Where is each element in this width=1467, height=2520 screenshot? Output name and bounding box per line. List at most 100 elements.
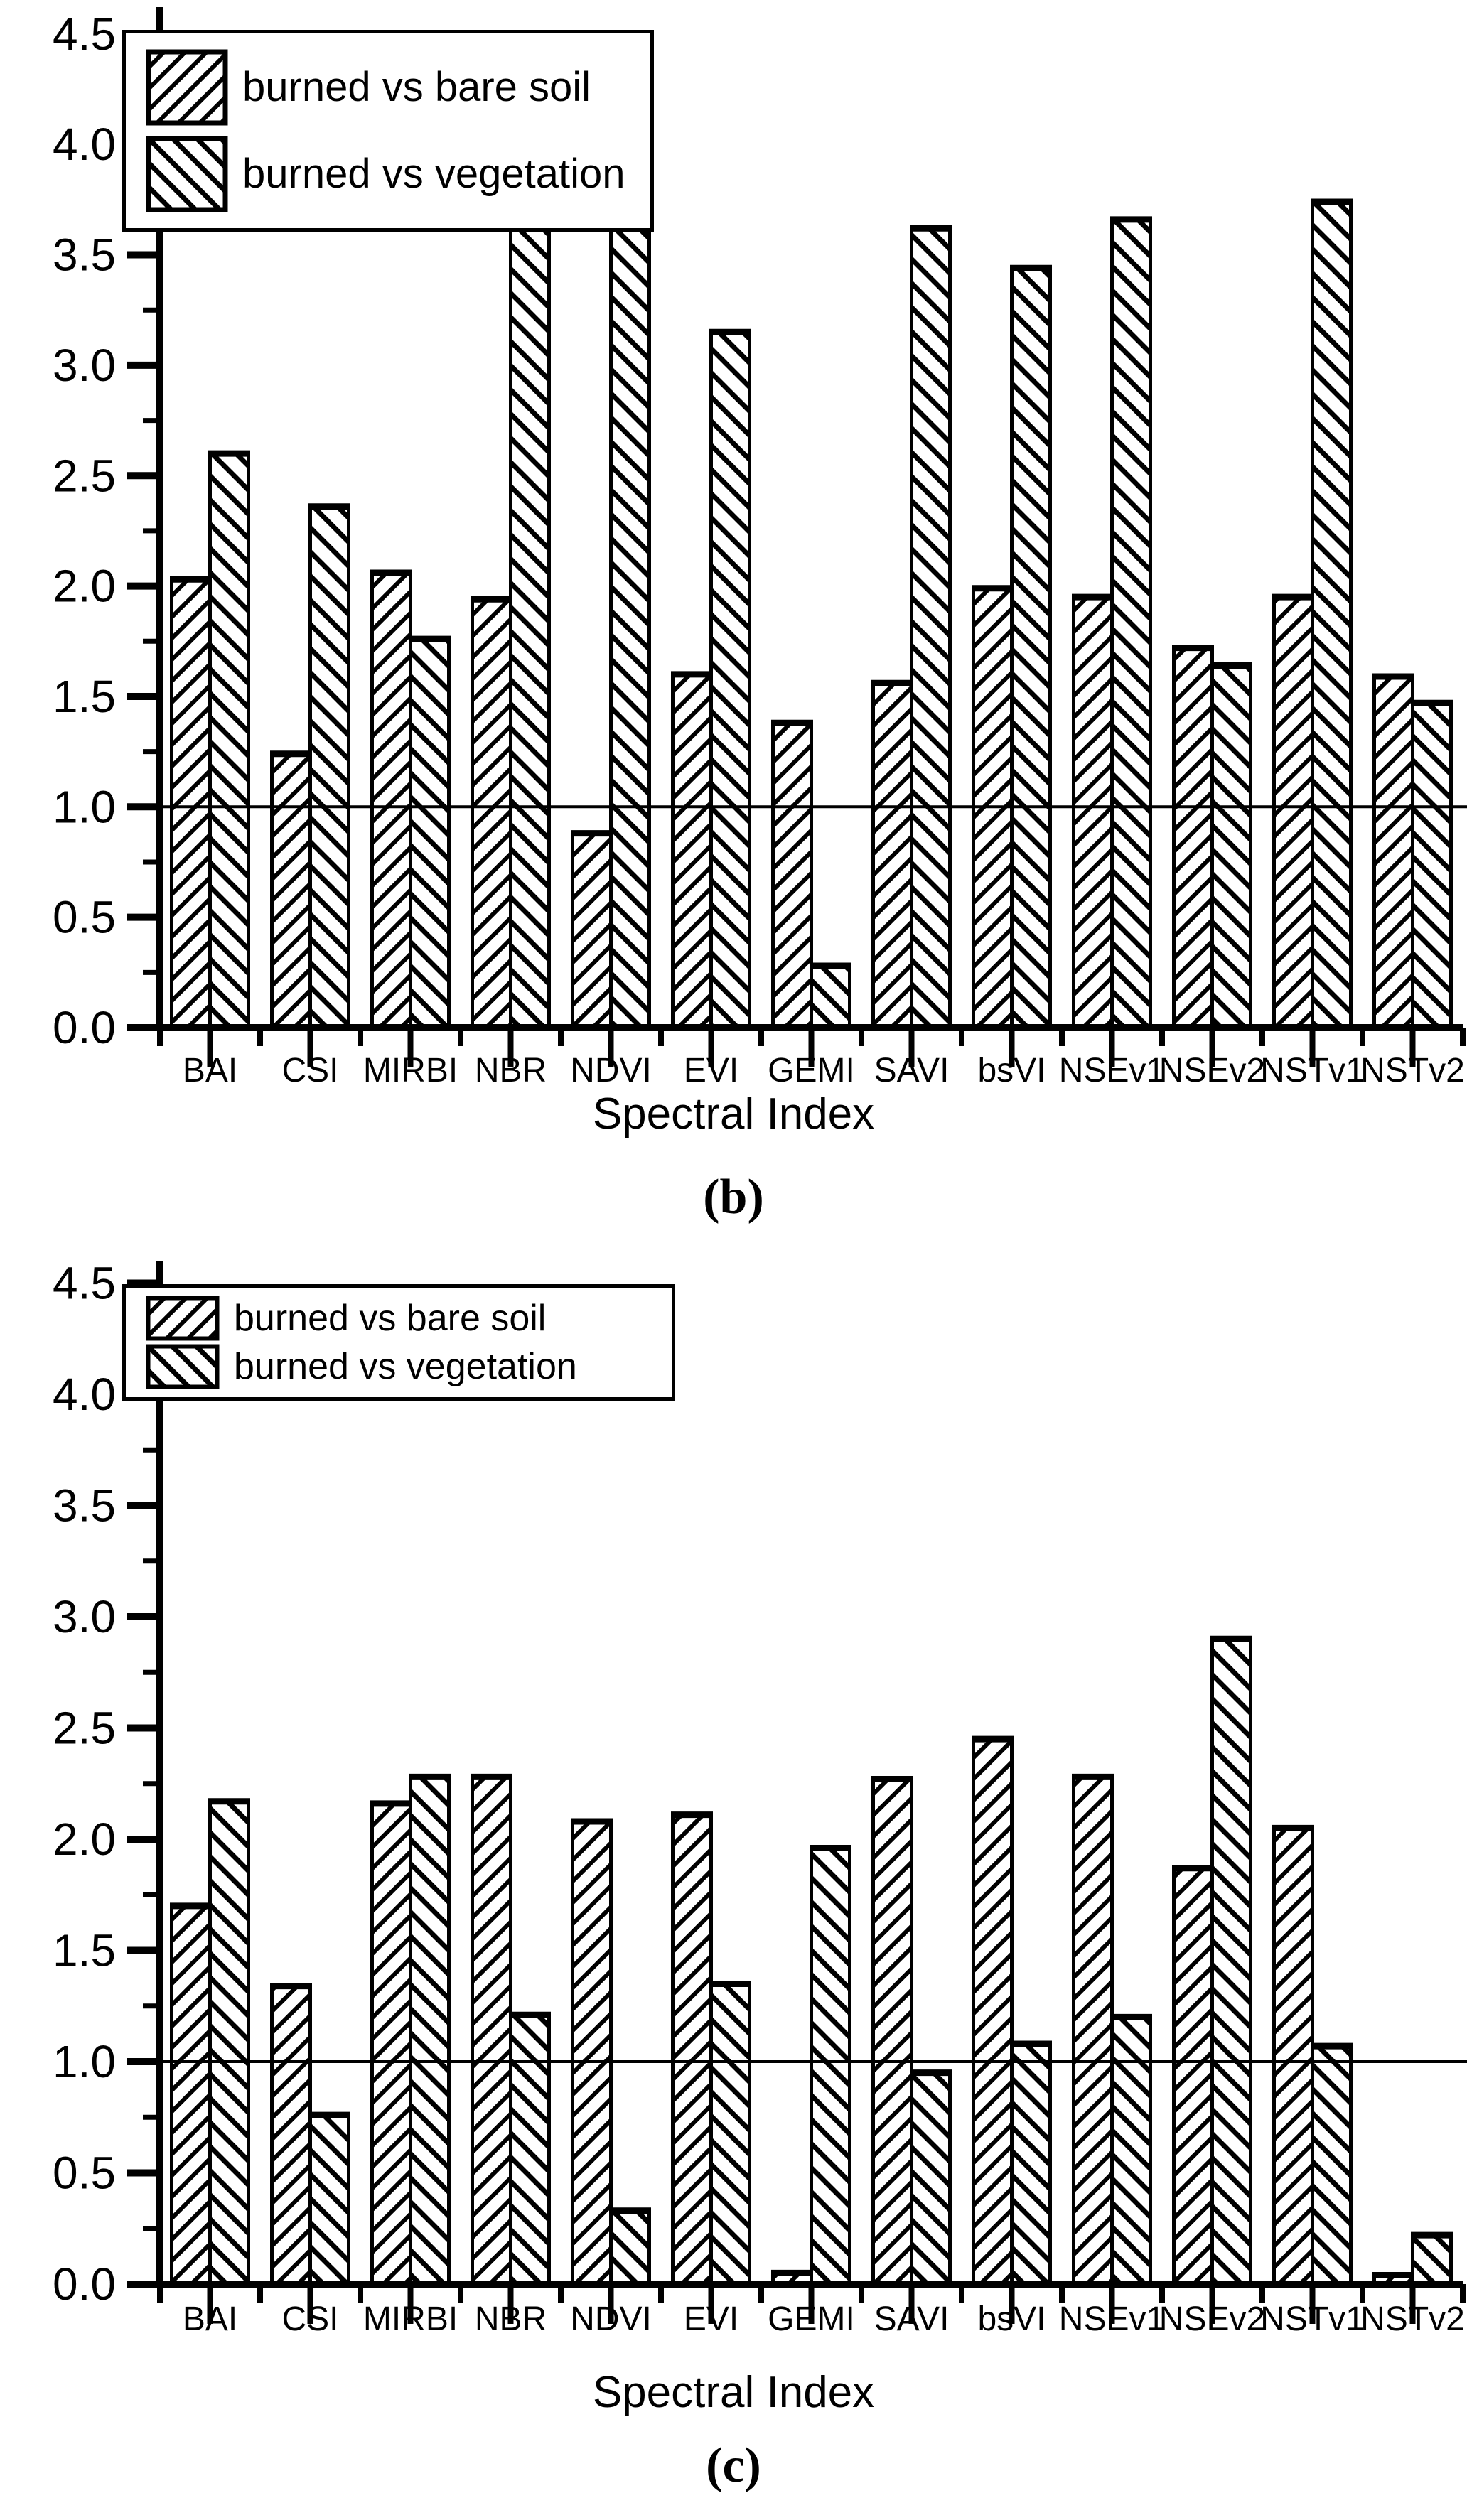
y-tick-label: 1.0 bbox=[53, 2036, 116, 2087]
x-tick-label-BAI: BAI bbox=[183, 2300, 237, 2338]
x-tick-label-NSTv1: NSTv1 bbox=[1260, 1052, 1365, 1089]
legend-b: burned vs bare soil burned vs vegetation bbox=[122, 30, 654, 232]
chart-caption-c: (c) bbox=[706, 2438, 761, 2493]
bar-c-GEMI-vegetation bbox=[810, 1846, 851, 2286]
bar-c-SAVI-vegetation bbox=[910, 2071, 952, 2286]
bar-c-NSTv2-vegetation bbox=[1411, 2233, 1453, 2286]
y-tick-label: 0.0 bbox=[53, 2258, 116, 2310]
hatch-back-slash-icon bbox=[146, 1344, 220, 1389]
y-tick-label: 3.5 bbox=[53, 1480, 116, 1531]
chart-b: 0.0 0.5 1.0 1.5 2.0 2.5 3.0 3.5 4.0 4.5 BAI CSI MIRB… bbox=[53, 7, 1467, 1224]
x-tick-label-NDVI: NDVI bbox=[570, 2300, 652, 2338]
y-tick-label: 1.0 bbox=[53, 781, 116, 832]
y-tick-label: 3.5 bbox=[53, 230, 116, 281]
bar-c-CSI-bare-soil bbox=[270, 1984, 312, 2286]
x-tick-label-CSI: CSI bbox=[281, 1052, 338, 1089]
bar-b-GEMI-bare-soil bbox=[771, 721, 813, 1030]
x-tick-label-NSTv2: NSTv2 bbox=[1360, 2300, 1465, 2338]
bar-b-NSTv1-vegetation bbox=[1311, 200, 1353, 1030]
bar-b-CSI-vegetation bbox=[308, 505, 350, 1030]
x-tick-labels-c: BAI CSI MIRBI NBR NDVI EVI GEMI SAVI bsVI NSEv1NS… bbox=[183, 2300, 1465, 2338]
bar-c-NDVI-bare-soil bbox=[571, 1819, 613, 2286]
x-tick-label-NBR: NBR bbox=[475, 2300, 547, 2338]
y-tick-label: 1.5 bbox=[53, 671, 116, 722]
bar-c-NSEv1-bare-soil bbox=[1072, 1775, 1114, 2286]
bar-c-NSTv1-vegetation bbox=[1311, 2044, 1353, 2286]
bar-b-NDVI-vegetation bbox=[609, 126, 651, 1030]
bar-c-bsVI-vegetation bbox=[1010, 2042, 1052, 2286]
x-tick-label-NSEv2: NSEv2 bbox=[1159, 2300, 1265, 2338]
x-ticks-b bbox=[157, 1028, 1466, 1067]
x-tick-label-MIRBI: MIRBI bbox=[363, 2300, 458, 2338]
x-tick-label-GEMI: GEMI bbox=[768, 2300, 855, 2338]
bar-c-EVI-vegetation bbox=[709, 1981, 751, 2286]
y-tick-label: 1.5 bbox=[53, 1925, 116, 1976]
bar-b-SAVI-bare-soil bbox=[871, 681, 913, 1030]
bars-c bbox=[170, 1635, 1453, 2286]
bar-b-NSEv2-bare-soil bbox=[1172, 646, 1214, 1030]
bar-b-NSEv1-vegetation bbox=[1110, 217, 1152, 1030]
bar-c-NSEv2-bare-soil bbox=[1172, 1866, 1214, 2286]
x-tick-label-MIRBI: MIRBI bbox=[363, 1052, 458, 1089]
bar-b-bsVI-vegetation bbox=[1010, 266, 1052, 1030]
y-tick-label: 3.0 bbox=[53, 340, 116, 391]
bars-b bbox=[170, 125, 1453, 1030]
chart-caption-b: (b) bbox=[703, 1170, 764, 1224]
x-tick-label-NSTv1: NSTv1 bbox=[1260, 2300, 1365, 2338]
x-tick-label-bsVI: bsVI bbox=[977, 1052, 1046, 1089]
bar-c-NSEv2-vegetation bbox=[1210, 1637, 1252, 2286]
y-tick-label: 0.0 bbox=[53, 1002, 116, 1053]
y-tick-label: 4.5 bbox=[53, 9, 116, 60]
bar-c-CSI-vegetation bbox=[308, 2113, 350, 2286]
bar-b-BAI-vegetation bbox=[208, 451, 250, 1030]
legend-item-bare-soil: burned vs bare soil bbox=[146, 49, 642, 126]
bar-b-NSTv1-bare-soil bbox=[1272, 595, 1314, 1030]
bar-c-NBR-bare-soil bbox=[471, 1775, 512, 2286]
chart-c: 0.0 0.5 1.0 1.5 2.0 2.5 3.0 3.5 4.0 4.5 BAI CSI MIRB… bbox=[0, 1260, 1467, 2520]
y-tick-label: 2.5 bbox=[53, 450, 116, 501]
x-tick-label-NSTv2: NSTv2 bbox=[1360, 1052, 1465, 1089]
bar-c-bsVI-bare-soil bbox=[972, 1737, 1014, 2286]
bar-c-NSTv1-bare-soil bbox=[1272, 1826, 1314, 2286]
bar-b-EVI-vegetation bbox=[709, 330, 751, 1030]
bar-c-MIRBI-bare-soil bbox=[370, 1802, 412, 2286]
bar-b-MIRBI-bare-soil bbox=[370, 571, 412, 1030]
y-tick-label: 4.0 bbox=[53, 119, 116, 170]
x-tick-labels-b: BAI CSI MIRBI NBR NDVI EVI GEMI SAVI bsVI NSEv1NS… bbox=[183, 1052, 1465, 1089]
bar-b-EVI-bare-soil bbox=[671, 672, 713, 1030]
y-tick-label: 2.0 bbox=[53, 561, 116, 612]
hatch-back-slash-icon bbox=[146, 136, 228, 212]
bar-b-CSI-bare-soil bbox=[270, 752, 312, 1030]
bar-c-NSEv1-vegetation bbox=[1110, 2015, 1152, 2286]
bar-b-BAI-bare-soil bbox=[170, 577, 212, 1030]
x-tick-label-NSEv1: NSEv1 bbox=[1059, 2300, 1165, 2338]
x-tick-label-NSEv1: NSEv1 bbox=[1059, 1052, 1165, 1089]
legend-label-bare-soil: burned vs bare soil bbox=[234, 1298, 547, 1340]
bar-b-NBR-bare-soil bbox=[471, 597, 512, 1030]
legend-item-bare-soil: burned vs bare soil bbox=[146, 1296, 663, 1341]
y-tick-label: 4.0 bbox=[53, 1369, 116, 1420]
bar-c-BAI-bare-soil bbox=[170, 1904, 212, 2286]
x-tick-label-SAVI: SAVI bbox=[874, 2300, 950, 2338]
x-tick-label-SAVI: SAVI bbox=[874, 1052, 950, 1089]
x-tick-label-bsVI: bsVI bbox=[977, 2300, 1046, 2338]
chart-c-plot: 0.0 0.5 1.0 1.5 2.0 2.5 3.0 3.5 4.0 4.5 BAI CSI MIRB… bbox=[53, 1260, 1467, 2338]
y-tick-label: 0.5 bbox=[53, 892, 116, 943]
y-tick-label: 2.5 bbox=[53, 1703, 116, 1754]
legend-c: burned vs bare soil burned vs vegetation bbox=[122, 1284, 675, 1401]
hatch-forward-slash-icon bbox=[146, 1296, 220, 1341]
bar-b-NSTv2-vegetation bbox=[1411, 701, 1453, 1030]
x-tick-label-BAI: BAI bbox=[183, 1052, 237, 1089]
bar-b-MIRBI-vegetation bbox=[409, 637, 451, 1030]
bar-c-NBR-vegetation bbox=[509, 2013, 551, 2286]
bar-c-NDVI-vegetation bbox=[609, 2209, 651, 2286]
bar-c-MIRBI-vegetation bbox=[409, 1775, 451, 2286]
x-tick-label-EVI: EVI bbox=[684, 2300, 738, 2338]
bar-c-EVI-bare-soil bbox=[671, 1813, 713, 2286]
bar-b-NSEv2-vegetation bbox=[1210, 663, 1252, 1030]
bar-b-NBR-vegetation bbox=[509, 211, 551, 1030]
x-tick-label-EVI: EVI bbox=[684, 1052, 738, 1089]
bar-b-SAVI-vegetation bbox=[910, 226, 952, 1030]
x-tick-label-GEMI: GEMI bbox=[768, 1052, 855, 1089]
